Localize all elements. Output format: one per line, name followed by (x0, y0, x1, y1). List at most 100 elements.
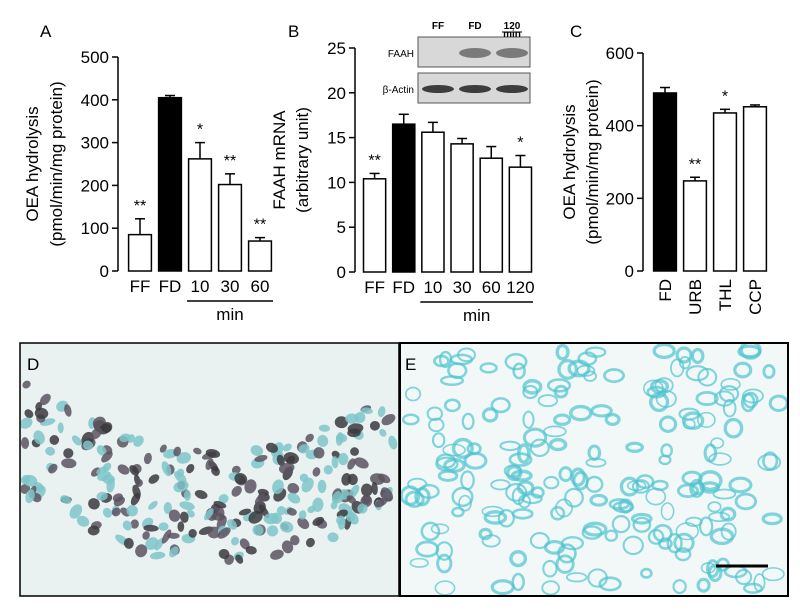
y-axis-label: FAAH mRNA (270, 110, 289, 210)
nucleus (652, 344, 676, 360)
nucleus (135, 544, 148, 558)
nucleus (712, 488, 737, 500)
y-axis-label: OEA hydrolysis (23, 106, 42, 221)
nucleus (404, 386, 422, 402)
nucleus (481, 407, 499, 423)
nucleus (317, 434, 329, 447)
nucleus (490, 479, 511, 491)
nucleus (678, 355, 691, 370)
nucleus (381, 413, 396, 426)
nucleus (722, 398, 737, 418)
nucleus (235, 554, 244, 564)
nucleus (374, 497, 388, 508)
blot-band (496, 48, 528, 58)
y-tick-label: 10 (327, 173, 346, 192)
nucleus (96, 466, 108, 475)
nucleus (323, 465, 333, 475)
x-tick-label: FD (656, 279, 675, 302)
bar (508, 166, 533, 273)
nucleus (117, 464, 130, 475)
nucleus (682, 418, 696, 430)
nucleus (611, 515, 631, 534)
nucleus (331, 491, 342, 504)
nucleus (555, 554, 575, 574)
bar (157, 96, 183, 272)
nucleus (543, 475, 560, 490)
nucleus (555, 344, 570, 361)
x-tick-label: THL (716, 279, 735, 311)
nucleus (762, 451, 779, 471)
nucleus (576, 364, 596, 377)
x-tick-label: FF (130, 277, 151, 296)
y-tick-label: 500 (81, 48, 109, 67)
nucleus (278, 462, 295, 474)
nucleus (710, 437, 725, 449)
nucleus (76, 515, 90, 527)
nucleus (354, 457, 369, 469)
bar (187, 158, 213, 272)
nucleus (130, 519, 139, 529)
nucleus (159, 444, 167, 453)
nucleus (161, 529, 172, 544)
nucleus (504, 352, 528, 371)
nucleus (345, 413, 359, 424)
nucleus (129, 465, 139, 476)
nucleus (34, 407, 49, 419)
nucleus (622, 535, 644, 556)
nucleus (676, 483, 699, 499)
nucleus (360, 407, 373, 414)
nucleus (176, 468, 185, 478)
nucleus (318, 424, 331, 432)
nucleus (186, 509, 195, 518)
nucleus (245, 546, 257, 555)
y-tick-label: 0 (100, 262, 109, 281)
nucleus (186, 463, 195, 474)
nucleus (553, 413, 572, 426)
nucleus (370, 473, 385, 485)
nucleus (173, 480, 189, 493)
x-tick-label: 30 (221, 277, 240, 296)
bar (450, 143, 474, 273)
nucleus (430, 523, 450, 535)
nucleus (97, 471, 112, 481)
nucleus (173, 446, 182, 457)
nucleus (158, 522, 169, 531)
nucleus (451, 437, 474, 459)
x-tick-label: FD (159, 277, 182, 296)
x-tick-label: 30 (453, 278, 472, 297)
tissue-d (21, 380, 398, 565)
nucleus (673, 532, 695, 553)
group-label: min (463, 306, 490, 325)
nucleus (581, 525, 603, 540)
bar (652, 92, 678, 272)
nucleus (218, 494, 229, 504)
nucleus (335, 432, 344, 446)
blot-row-label: FAAH (388, 49, 414, 60)
nucleus (265, 442, 278, 453)
nucleus (696, 577, 711, 593)
nucleus (723, 417, 744, 439)
nucleus (276, 454, 285, 467)
nucleus (431, 432, 446, 449)
nucleus (509, 550, 528, 568)
nucleus (111, 507, 121, 517)
bar (742, 106, 768, 272)
nucleus (281, 540, 294, 554)
nucleus (327, 532, 339, 543)
nucleus (347, 423, 364, 434)
bar (362, 178, 387, 273)
nucleus (33, 430, 45, 445)
nucleus (113, 496, 125, 507)
nucleus (179, 511, 189, 523)
nucleus (428, 417, 445, 433)
nucleus (96, 491, 108, 501)
nucleus (466, 442, 482, 456)
significance: * (722, 88, 728, 105)
nucleus (266, 525, 279, 537)
x-tick-label: FF (364, 278, 385, 297)
nucleus (286, 455, 296, 464)
panel-label: D (27, 355, 39, 374)
y-tick-label: 20 (327, 84, 346, 103)
nucleus (234, 473, 248, 485)
nucleus (290, 535, 300, 546)
